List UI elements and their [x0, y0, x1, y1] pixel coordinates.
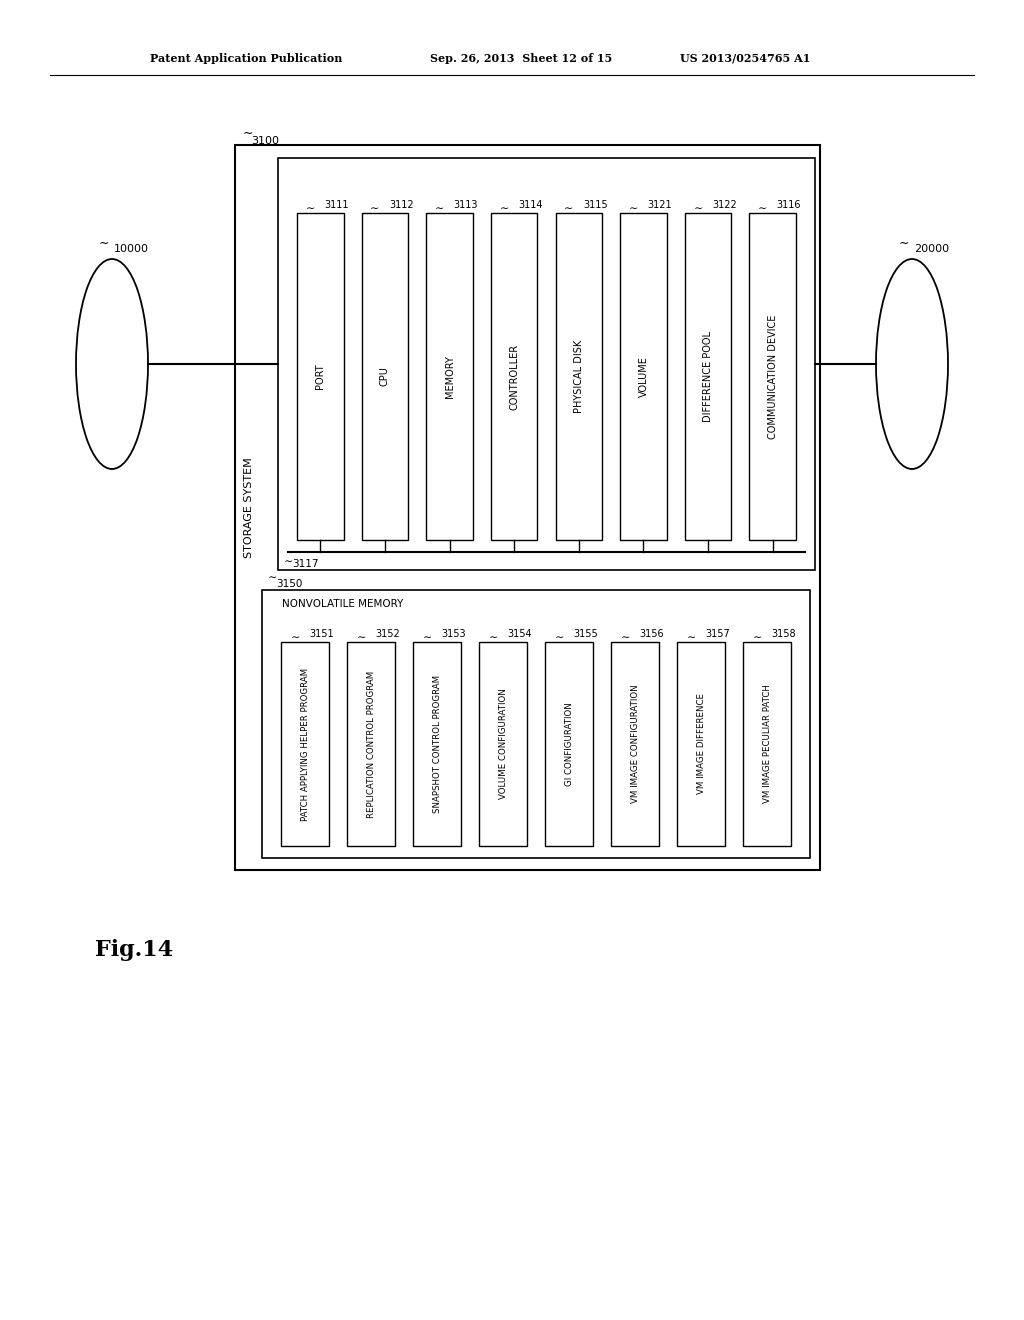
- Bar: [677, 642, 725, 846]
- Bar: [234, 145, 820, 870]
- Text: 3112: 3112: [389, 201, 414, 210]
- Text: 3157: 3157: [705, 630, 730, 639]
- Bar: [743, 642, 791, 846]
- Bar: [347, 642, 395, 846]
- Text: ∼: ∼: [753, 634, 762, 643]
- Bar: [750, 213, 796, 540]
- Text: 3154: 3154: [507, 630, 531, 639]
- Text: ∼: ∼: [693, 205, 702, 214]
- Text: COMMUNICATION DEVICE: COMMUNICATION DEVICE: [768, 314, 777, 438]
- Text: VM IMAGE DIFFERENCE: VM IMAGE DIFFERENCE: [696, 693, 706, 795]
- Text: 3113: 3113: [454, 201, 478, 210]
- Text: 20000: 20000: [914, 244, 949, 253]
- Text: US 2013/0254765 A1: US 2013/0254765 A1: [680, 53, 810, 63]
- Text: ∼: ∼: [899, 236, 909, 249]
- Text: 3114: 3114: [518, 201, 543, 210]
- Text: 3152: 3152: [375, 630, 399, 639]
- Bar: [361, 213, 409, 540]
- Text: 3115: 3115: [583, 201, 607, 210]
- Bar: [426, 213, 473, 540]
- Text: ∼: ∼: [564, 205, 573, 214]
- Bar: [545, 642, 593, 846]
- Text: DIFFERENCE POOL: DIFFERENCE POOL: [703, 331, 713, 422]
- Text: PATCH APPLYING HELPER PROGRAM: PATCH APPLYING HELPER PROGRAM: [300, 668, 309, 821]
- Text: Patent Application Publication: Patent Application Publication: [150, 53, 342, 63]
- Text: MEMORY: MEMORY: [444, 355, 455, 397]
- Text: ∼: ∼: [356, 634, 366, 643]
- Text: 3116: 3116: [776, 201, 801, 210]
- Bar: [297, 213, 344, 540]
- Text: VM IMAGE CONFIGURATION: VM IMAGE CONFIGURATION: [631, 685, 640, 804]
- Ellipse shape: [876, 259, 948, 469]
- Text: VOLUME CONFIGURATION: VOLUME CONFIGURATION: [499, 689, 508, 800]
- Bar: [490, 213, 538, 540]
- Text: ∼: ∼: [621, 634, 630, 643]
- Ellipse shape: [76, 259, 148, 469]
- Text: ∼: ∼: [500, 205, 509, 214]
- Text: ∼: ∼: [291, 634, 300, 643]
- Text: ∼: ∼: [686, 634, 695, 643]
- Bar: [262, 590, 810, 858]
- Text: ∼: ∼: [305, 205, 315, 214]
- Text: ∼: ∼: [422, 634, 432, 643]
- Text: Sep. 26, 2013  Sheet 12 of 15: Sep. 26, 2013 Sheet 12 of 15: [430, 53, 612, 63]
- Text: VM IMAGE PECULIAR PATCH: VM IMAGE PECULIAR PATCH: [763, 685, 771, 804]
- Text: 3151: 3151: [309, 630, 334, 639]
- Text: 10000: 10000: [114, 244, 150, 253]
- Text: 3156: 3156: [639, 630, 664, 639]
- Text: SNAPSHOT CONTROL PROGRAM: SNAPSHOT CONTROL PROGRAM: [432, 675, 441, 813]
- Text: CONTROLLER: CONTROLLER: [509, 343, 519, 409]
- Text: REPLICATION CONTROL PROGRAM: REPLICATION CONTROL PROGRAM: [367, 671, 376, 817]
- Bar: [611, 642, 658, 846]
- Text: 3150: 3150: [276, 579, 302, 589]
- Text: 3155: 3155: [573, 630, 598, 639]
- Text: 3158: 3158: [771, 630, 796, 639]
- Text: ∼: ∼: [371, 205, 380, 214]
- Text: PORT: PORT: [315, 364, 326, 389]
- Text: ∼: ∼: [488, 634, 498, 643]
- Text: 3121: 3121: [647, 201, 672, 210]
- Bar: [621, 213, 667, 540]
- Text: ∼: ∼: [284, 557, 293, 568]
- Bar: [479, 642, 526, 846]
- Text: 3153: 3153: [441, 630, 466, 639]
- Bar: [282, 642, 329, 846]
- Text: CPU: CPU: [380, 367, 390, 387]
- Text: ∼: ∼: [268, 573, 278, 583]
- Text: 3111: 3111: [325, 201, 349, 210]
- Bar: [685, 213, 731, 540]
- Text: ∼: ∼: [243, 127, 254, 140]
- Text: 3122: 3122: [712, 201, 737, 210]
- Text: 3100: 3100: [251, 136, 279, 147]
- Text: PHYSICAL DISK: PHYSICAL DISK: [573, 339, 584, 413]
- Text: ∼: ∼: [758, 205, 767, 214]
- Text: NONVOLATILE MEMORY: NONVOLATILE MEMORY: [282, 599, 403, 609]
- Text: ∼: ∼: [435, 205, 444, 214]
- Text: GI CONFIGURATION: GI CONFIGURATION: [564, 702, 573, 785]
- Text: VOLUME: VOLUME: [638, 356, 648, 397]
- Bar: [414, 642, 461, 846]
- Text: 3117: 3117: [292, 558, 318, 569]
- Bar: [278, 158, 815, 570]
- Text: ∼: ∼: [98, 236, 110, 249]
- Text: STORAGE SYSTEM: STORAGE SYSTEM: [244, 457, 254, 558]
- Text: ∼: ∼: [629, 205, 638, 214]
- Text: Fig.14: Fig.14: [95, 939, 173, 961]
- Text: ∼: ∼: [554, 634, 563, 643]
- Bar: [556, 213, 602, 540]
